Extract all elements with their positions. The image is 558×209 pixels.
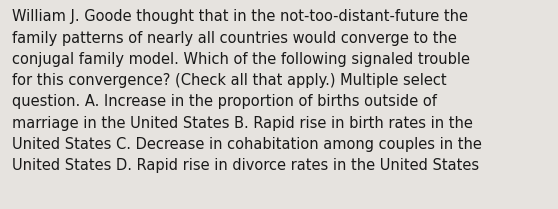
Text: William J. Goode thought that in the not-too-distant-future the
family patterns : William J. Goode thought that in the not… <box>12 9 482 173</box>
